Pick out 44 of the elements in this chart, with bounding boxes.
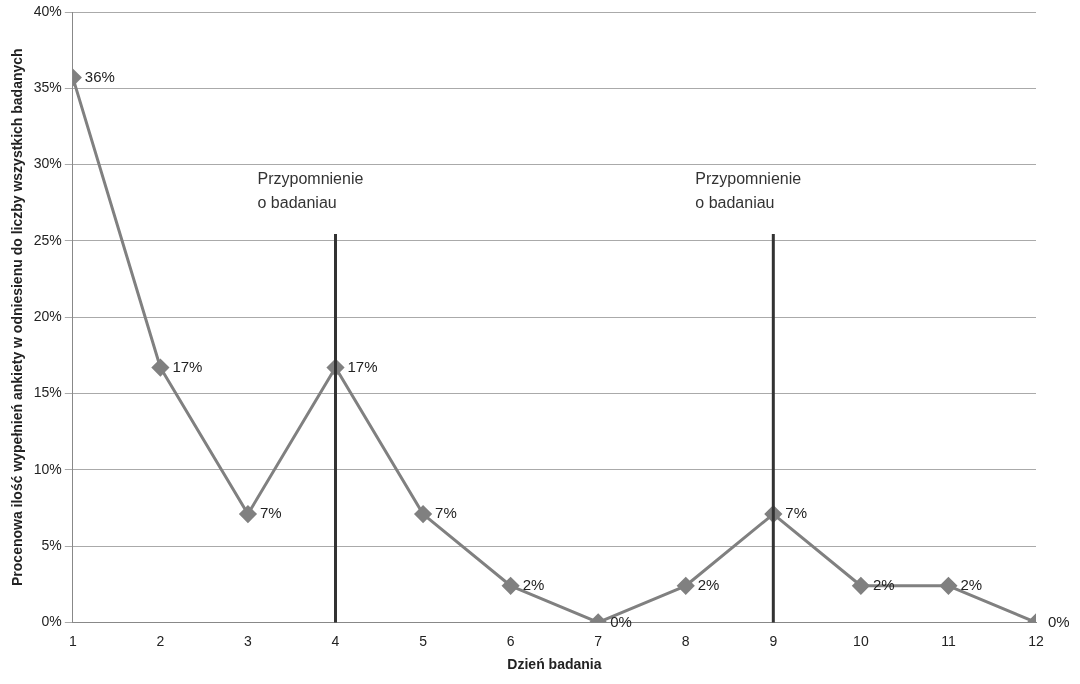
data-label: 0% [1048, 612, 1070, 630]
x-tick-label: 5 [419, 632, 428, 649]
point [151, 359, 169, 377]
data-label: 17% [172, 357, 203, 375]
y-tick-label: 30% [33, 155, 62, 172]
data-label: 7% [785, 504, 807, 522]
x-axis-title: Dzień badania [507, 656, 602, 673]
point [852, 577, 870, 595]
y-tick-label: 25% [33, 231, 62, 248]
y-tick-label: 20% [33, 308, 62, 325]
y-axis-title: Procenowa ilość wypełnień ankiety w odniesienu do liczby wszystkich badanych [9, 48, 26, 586]
x-tick-label: 6 [506, 632, 515, 649]
point [502, 577, 520, 595]
x-tick-label: 12 [1028, 632, 1044, 649]
x-tick-label: 9 [769, 632, 778, 649]
data-label: 0% [610, 612, 632, 630]
point [677, 577, 695, 595]
data-label: 2% [697, 575, 720, 593]
y-tick-label: 0% [41, 613, 62, 630]
data-label: 7% [435, 504, 457, 522]
y-tick-label: 15% [33, 384, 62, 401]
y-tick-label: 10% [33, 460, 62, 477]
x-tick-label: 11 [941, 632, 956, 649]
x-tick-label: 1 [68, 632, 77, 649]
data-label: 7% [259, 504, 282, 522]
point [414, 505, 432, 523]
x-tick-label: 8 [681, 632, 690, 649]
x-tick-label: 4 [331, 632, 340, 649]
data-label: 2% [872, 575, 895, 593]
ref-line-label: Przypomnienie o badaniau [257, 170, 364, 212]
data-label: 2% [522, 575, 545, 593]
point [239, 505, 257, 523]
ref-line-label: Przypomnienie o badaniau [695, 170, 802, 212]
x-tick-label: 10 [853, 632, 869, 649]
x-tick-label: 7 [594, 632, 603, 649]
y-tick-label: 35% [33, 79, 62, 96]
data-label: 2% [960, 575, 983, 593]
x-tick-label: 3 [244, 632, 253, 649]
data-label: 36% [84, 67, 115, 85]
x-tick-label: 2 [156, 632, 165, 649]
data-label: 17% [347, 357, 378, 375]
point [939, 577, 957, 595]
y-tick-label: 40% [33, 2, 62, 19]
y-tick-label: 5% [41, 536, 62, 553]
